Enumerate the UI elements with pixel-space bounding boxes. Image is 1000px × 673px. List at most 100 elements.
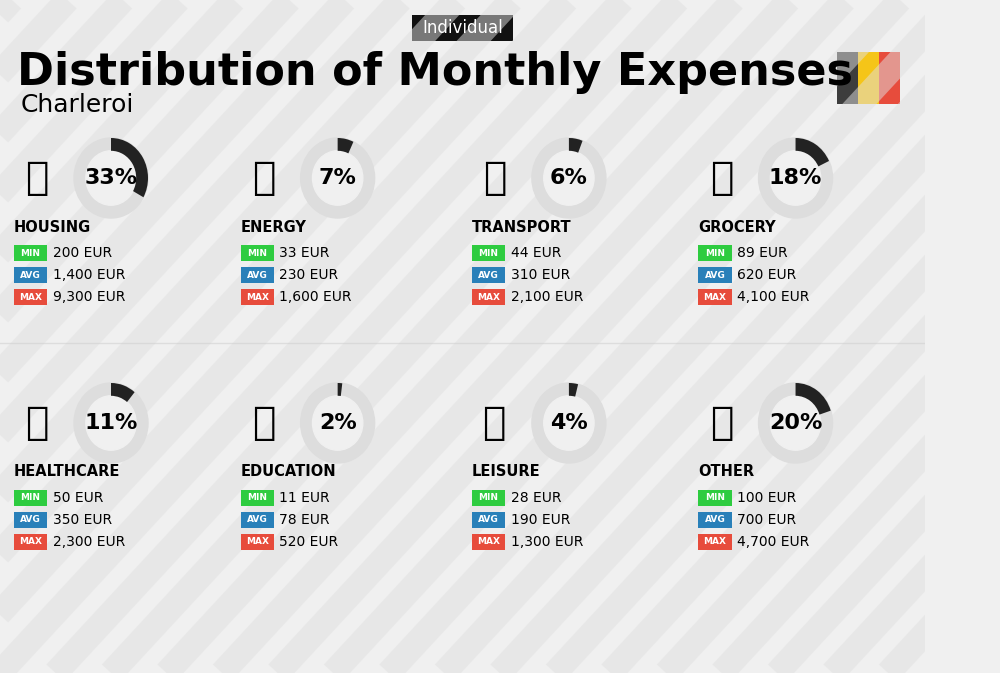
Text: 4,100 EUR: 4,100 EUR xyxy=(737,290,810,304)
Text: TRANSPORT: TRANSPORT xyxy=(472,219,571,234)
Text: Charleroi: Charleroi xyxy=(20,93,134,117)
FancyBboxPatch shape xyxy=(698,245,732,261)
Circle shape xyxy=(74,138,148,218)
Text: 28 EUR: 28 EUR xyxy=(511,491,561,505)
Circle shape xyxy=(759,383,833,463)
Text: MAX: MAX xyxy=(19,538,42,546)
Circle shape xyxy=(544,151,594,205)
Text: HEALTHCARE: HEALTHCARE xyxy=(14,464,120,479)
Text: 9,300 EUR: 9,300 EUR xyxy=(53,290,125,304)
FancyBboxPatch shape xyxy=(14,289,47,305)
Text: 310 EUR: 310 EUR xyxy=(511,268,570,282)
Text: AVG: AVG xyxy=(478,516,499,524)
Text: 4,700 EUR: 4,700 EUR xyxy=(737,535,810,549)
Text: MAX: MAX xyxy=(477,293,500,302)
FancyBboxPatch shape xyxy=(241,512,274,528)
Text: 78 EUR: 78 EUR xyxy=(279,513,330,527)
Text: 11%: 11% xyxy=(84,413,138,433)
Text: 🛍️: 🛍️ xyxy=(483,404,507,442)
Text: MIN: MIN xyxy=(705,248,725,258)
FancyBboxPatch shape xyxy=(14,245,47,261)
Text: 700 EUR: 700 EUR xyxy=(737,513,796,527)
FancyBboxPatch shape xyxy=(14,534,47,550)
Text: LEISURE: LEISURE xyxy=(472,464,540,479)
Text: HOUSING: HOUSING xyxy=(14,219,91,234)
FancyBboxPatch shape xyxy=(698,534,732,550)
Circle shape xyxy=(770,396,821,450)
FancyBboxPatch shape xyxy=(698,490,732,506)
FancyBboxPatch shape xyxy=(698,289,732,305)
Text: Distribution of Monthly Expenses: Distribution of Monthly Expenses xyxy=(17,52,853,94)
Text: 620 EUR: 620 EUR xyxy=(737,268,797,282)
FancyBboxPatch shape xyxy=(472,267,505,283)
FancyBboxPatch shape xyxy=(472,490,505,506)
Wedge shape xyxy=(796,138,829,166)
FancyBboxPatch shape xyxy=(14,490,47,506)
Circle shape xyxy=(770,151,821,205)
Text: 11 EUR: 11 EUR xyxy=(279,491,330,505)
Text: 2,100 EUR: 2,100 EUR xyxy=(511,290,583,304)
FancyBboxPatch shape xyxy=(412,15,513,41)
Text: AVG: AVG xyxy=(247,516,268,524)
Text: 6%: 6% xyxy=(550,168,588,188)
Text: MIN: MIN xyxy=(705,493,725,503)
Circle shape xyxy=(74,383,148,463)
FancyBboxPatch shape xyxy=(879,52,900,104)
Text: MAX: MAX xyxy=(19,293,42,302)
Text: 1,400 EUR: 1,400 EUR xyxy=(53,268,125,282)
Text: 🔌: 🔌 xyxy=(252,159,275,197)
Text: MAX: MAX xyxy=(704,293,727,302)
Circle shape xyxy=(759,138,833,218)
Text: AVG: AVG xyxy=(20,516,41,524)
Text: MAX: MAX xyxy=(246,538,269,546)
Text: 7%: 7% xyxy=(319,168,357,188)
Wedge shape xyxy=(338,383,342,396)
Text: 100 EUR: 100 EUR xyxy=(737,491,797,505)
Text: AVG: AVG xyxy=(478,271,499,279)
Circle shape xyxy=(86,151,136,205)
Text: 200 EUR: 200 EUR xyxy=(53,246,112,260)
FancyBboxPatch shape xyxy=(858,52,879,104)
Text: AVG: AVG xyxy=(705,271,725,279)
Text: 🎓: 🎓 xyxy=(252,404,275,442)
Text: 1,300 EUR: 1,300 EUR xyxy=(511,535,583,549)
FancyBboxPatch shape xyxy=(472,534,505,550)
Wedge shape xyxy=(569,138,583,153)
Text: 33%: 33% xyxy=(84,168,138,188)
Text: 👛: 👛 xyxy=(710,404,733,442)
FancyBboxPatch shape xyxy=(241,490,274,506)
Circle shape xyxy=(301,383,375,463)
Text: OTHER: OTHER xyxy=(698,464,755,479)
Text: 520 EUR: 520 EUR xyxy=(279,535,338,549)
FancyBboxPatch shape xyxy=(241,245,274,261)
Text: AVG: AVG xyxy=(705,516,725,524)
Text: Individual: Individual xyxy=(422,19,503,37)
Text: 350 EUR: 350 EUR xyxy=(53,513,112,527)
Text: 🛒: 🛒 xyxy=(710,159,733,197)
Text: 230 EUR: 230 EUR xyxy=(279,268,338,282)
Text: MAX: MAX xyxy=(477,538,500,546)
FancyBboxPatch shape xyxy=(14,512,47,528)
Text: 1,600 EUR: 1,600 EUR xyxy=(279,290,352,304)
FancyBboxPatch shape xyxy=(698,267,732,283)
Text: EDUCATION: EDUCATION xyxy=(241,464,336,479)
Text: AVG: AVG xyxy=(20,271,41,279)
Text: 💊: 💊 xyxy=(25,404,49,442)
Text: 2%: 2% xyxy=(319,413,357,433)
Text: MIN: MIN xyxy=(247,248,267,258)
Circle shape xyxy=(312,151,363,205)
Circle shape xyxy=(312,396,363,450)
Text: 50 EUR: 50 EUR xyxy=(53,491,103,505)
Wedge shape xyxy=(796,383,831,415)
Text: MIN: MIN xyxy=(247,493,267,503)
Text: MAX: MAX xyxy=(246,293,269,302)
FancyBboxPatch shape xyxy=(14,267,47,283)
Text: 2,300 EUR: 2,300 EUR xyxy=(53,535,125,549)
Text: 🚌: 🚌 xyxy=(483,159,507,197)
FancyBboxPatch shape xyxy=(241,267,274,283)
FancyBboxPatch shape xyxy=(472,289,505,305)
Text: MAX: MAX xyxy=(704,538,727,546)
Wedge shape xyxy=(111,138,148,197)
Wedge shape xyxy=(569,383,578,396)
Text: 44 EUR: 44 EUR xyxy=(511,246,561,260)
